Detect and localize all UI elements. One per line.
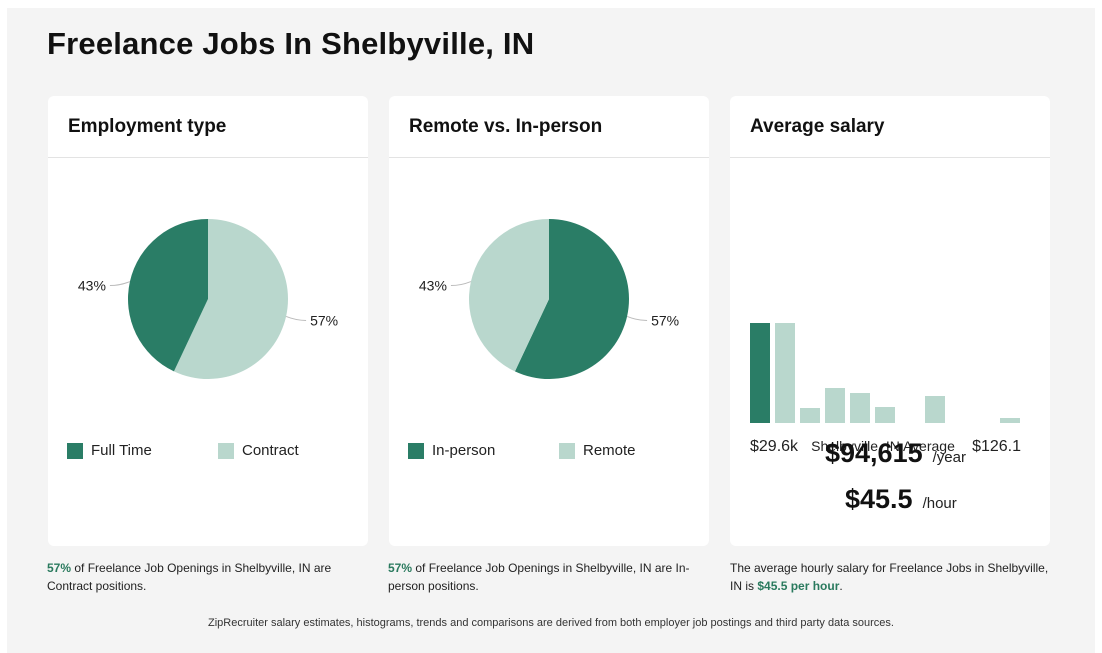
employment-caption-highlight: 57% <box>47 561 72 575</box>
page-title: Freelance Jobs In Shelbyville, IN <box>47 26 535 61</box>
remote-card: Remote vs. In-person 57% 43% In-person Re… <box>389 96 709 546</box>
footer-disclaimer: ZipRecruiter salary estimates, histogram… <box>208 617 894 629</box>
legend-swatch-contract <box>218 442 234 459</box>
salary-yearly-unit: /year <box>932 449 966 466</box>
legend-item-remote: Remote <box>559 442 636 459</box>
salary-hourly-unit: /hour <box>922 495 957 512</box>
legend-label-in-person: In-person <box>432 442 496 459</box>
pie-slice-remote <box>469 219 549 372</box>
histogram-bar <box>1000 418 1020 423</box>
salary-caption-highlight: $45.5 per hour <box>757 579 840 593</box>
histogram-bar <box>750 323 770 423</box>
pie-label-in-person: 57% <box>651 312 679 328</box>
employment-pie-chart: 57% 43% <box>78 219 338 379</box>
employment-type-title: Employment type <box>48 96 368 158</box>
salary-hourly-value: $45.5 <box>845 484 913 514</box>
legend-label-remote: Remote <box>583 442 636 459</box>
employment-caption: 57% of Freelance Job Openings in Shelbyv… <box>47 559 359 595</box>
pie-leader-line-contract <box>285 315 307 321</box>
legend-label-full-time: Full Time <box>91 442 152 459</box>
pie-leader-line-full-time <box>109 281 131 287</box>
pie-slice-full-time <box>127 219 208 372</box>
legend-swatch-full-time <box>67 442 83 459</box>
histogram-bar <box>850 393 870 423</box>
remote-caption: 57% of Freelance Job Openings in Shelbyv… <box>388 559 700 595</box>
salary-yearly-value: $94,615 <box>825 438 923 468</box>
legend-item-contract: Contract <box>218 442 299 459</box>
employment-caption-text: of Freelance Job Openings in Shelbyville… <box>47 561 332 593</box>
pie-label-remote: 43% <box>419 278 447 294</box>
pie-leader-line-in-person <box>626 315 648 321</box>
salary-hourly: $45.5 /hour <box>845 484 957 515</box>
histogram-bar <box>800 408 820 423</box>
employment-type-card: Employment type 57% 43% Full Time Contrac… <box>48 96 368 546</box>
salary-caption: The average hourly salary for Freelance … <box>730 559 1055 595</box>
histogram-bar <box>775 323 795 423</box>
histogram-mid-label: Shelbyville, IN Average <box>811 438 955 454</box>
salary-card: Average salary $29.6k Shelbyville, IN Ave… <box>730 96 1050 546</box>
legend-item-full-time: Full Time <box>67 442 152 459</box>
salary-caption-text: The average hourly salary for Freelance … <box>730 561 1049 593</box>
remote-title: Remote vs. In-person <box>389 96 709 158</box>
pie-slice-contract <box>173 219 288 379</box>
legend-swatch-remote <box>559 442 575 459</box>
histogram-min-label: $29.6k <box>750 438 799 455</box>
legend-label-contract: Contract <box>242 442 299 459</box>
salary-histogram: $29.6k Shelbyville, IN Average $126.1 <box>750 323 1021 455</box>
pie-label-contract: 57% <box>310 312 338 328</box>
employment-legend: Full Time Contract <box>67 442 367 464</box>
salary-caption-end: . <box>839 579 843 593</box>
pie-label-full-time: 43% <box>78 278 106 294</box>
pie-slice-in-person <box>514 219 629 379</box>
histogram-max-label: $126.1 <box>972 438 1021 455</box>
pie-leader-line-remote <box>450 281 472 287</box>
legend-item-in-person: In-person <box>408 442 495 459</box>
salary-yearly: $94,615 /year <box>825 438 966 469</box>
histogram-bar <box>925 396 945 423</box>
salary-title: Average salary <box>730 96 1050 158</box>
histogram-bar <box>875 407 895 423</box>
legend-swatch-in-person <box>408 442 424 459</box>
remote-caption-text: of Freelance Job Openings in Shelbyville… <box>388 561 690 593</box>
remote-pie-chart: 57% 43% <box>419 219 679 379</box>
histogram-bar <box>825 388 845 423</box>
remote-legend: In-person Remote <box>408 442 708 464</box>
remote-caption-highlight: 57% <box>388 561 413 575</box>
